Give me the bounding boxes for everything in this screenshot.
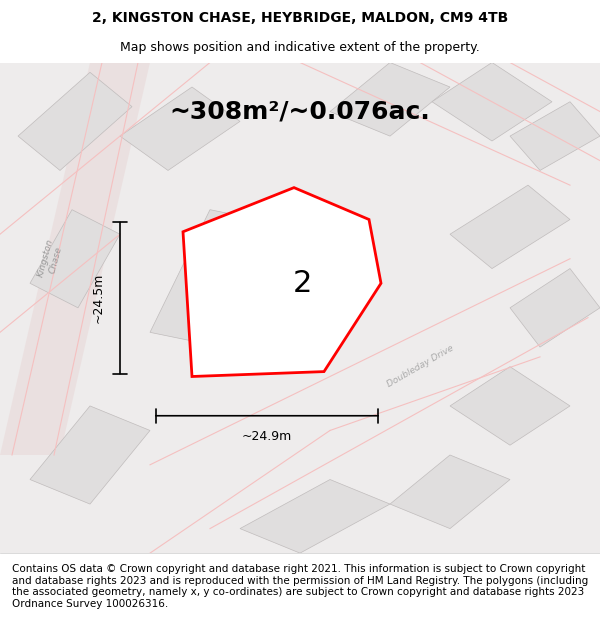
Polygon shape: [0, 62, 150, 455]
Polygon shape: [30, 406, 150, 504]
Text: ~24.9m: ~24.9m: [242, 431, 292, 444]
Polygon shape: [18, 72, 132, 171]
Polygon shape: [450, 185, 570, 269]
Polygon shape: [510, 102, 600, 171]
Text: Kingston
Chase: Kingston Chase: [37, 238, 65, 280]
Text: Contains OS data © Crown copyright and database right 2021. This information is : Contains OS data © Crown copyright and d…: [12, 564, 588, 609]
Polygon shape: [330, 62, 450, 136]
Text: ~24.5m: ~24.5m: [92, 272, 105, 323]
Polygon shape: [240, 479, 390, 553]
Polygon shape: [30, 210, 120, 308]
Polygon shape: [432, 62, 552, 141]
Polygon shape: [450, 367, 570, 445]
Text: Doubleday Drive: Doubleday Drive: [385, 344, 455, 389]
Polygon shape: [390, 455, 510, 529]
Text: Map shows position and indicative extent of the property.: Map shows position and indicative extent…: [120, 41, 480, 54]
Polygon shape: [510, 269, 600, 347]
Text: ~308m²/~0.076ac.: ~308m²/~0.076ac.: [170, 99, 430, 124]
Text: 2: 2: [293, 269, 312, 298]
Polygon shape: [120, 87, 240, 171]
Polygon shape: [183, 188, 381, 376]
Polygon shape: [150, 210, 330, 357]
Text: 2, KINGSTON CHASE, HEYBRIDGE, MALDON, CM9 4TB: 2, KINGSTON CHASE, HEYBRIDGE, MALDON, CM…: [92, 11, 508, 26]
